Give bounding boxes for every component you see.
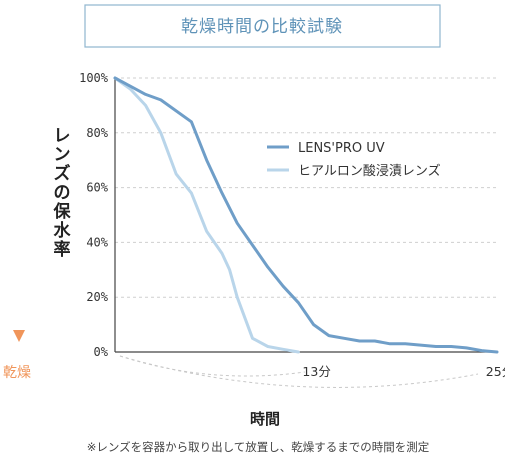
y-axis-label-char: 率 xyxy=(54,239,71,260)
x-tick-label: 25分 xyxy=(486,364,505,379)
y-tick-labels: 0% 20% 40% 60% 80% 100% xyxy=(79,71,109,359)
series-line xyxy=(113,76,300,354)
bracket-13 xyxy=(119,355,306,377)
title-box xyxy=(84,4,441,48)
y-tick-label: 0% xyxy=(94,345,109,359)
footnote: ※レンズを容器から取り出して放置し、乾燥するまでの時間を測定 xyxy=(87,440,430,454)
y-axis-label-char: ン xyxy=(54,145,71,165)
dry-arrow-head xyxy=(13,330,25,342)
chart-title: 乾燥時間の比較試験 xyxy=(181,17,343,37)
grid xyxy=(115,77,497,298)
x-tick-label: 13分 xyxy=(302,364,330,379)
series-lines xyxy=(113,76,499,354)
y-axis-label-char: 水 xyxy=(54,220,72,241)
y-axis-label-char: の xyxy=(54,183,71,203)
y-axis-label-char: ズ xyxy=(54,163,71,184)
y-tick-label: 100% xyxy=(79,71,109,85)
y-axis-label-char: 保 xyxy=(53,201,72,222)
legend-label: LENS'PRO UV xyxy=(298,141,385,156)
bracket-25 xyxy=(119,355,479,388)
series-line xyxy=(113,76,499,354)
y-tick-label: 20% xyxy=(86,290,108,304)
x-axis-label: 時間 xyxy=(250,410,280,428)
y-tick-label: 60% xyxy=(86,181,108,195)
y-tick-label: 40% xyxy=(86,235,108,249)
legend: LENS'PRO UV ヒアルロン酸浸漬レンズ xyxy=(267,141,441,179)
legend-label: ヒアルロン酸浸漬レンズ xyxy=(298,163,441,179)
y-tick-label: 80% xyxy=(86,126,108,140)
y-axis-label-char: レ xyxy=(54,126,71,146)
x-tick-labels: 13分 25分 xyxy=(302,364,505,379)
dry-label: 乾燥 xyxy=(3,365,31,381)
